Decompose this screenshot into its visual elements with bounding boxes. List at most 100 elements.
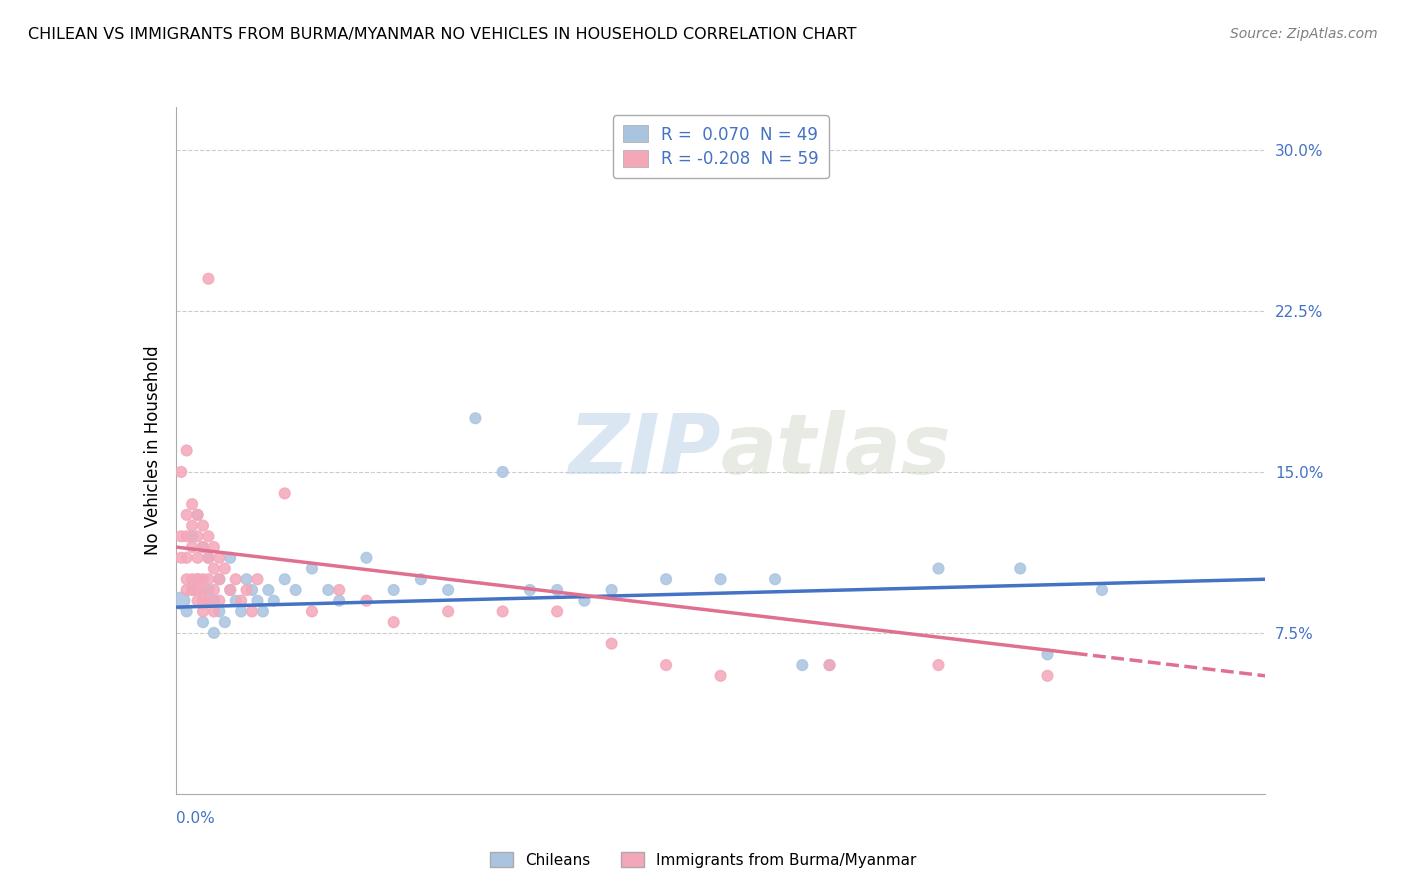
Point [546, 582, 568, 597]
Point [301, 561, 323, 575]
Point [1010, 561, 1032, 575]
Point [235, 582, 257, 597]
Point [181, 497, 204, 511]
Point [274, 572, 297, 586]
Point [1091, 582, 1114, 597]
Point [197, 550, 219, 565]
Point [170, 550, 193, 565]
Point [197, 593, 219, 607]
Point [176, 582, 198, 597]
Point [492, 465, 515, 479]
Point [219, 582, 242, 597]
Point [186, 550, 209, 565]
Y-axis label: No Vehicles in Household: No Vehicles in Household [143, 345, 162, 556]
Point [328, 582, 350, 597]
Point [1036, 648, 1059, 662]
Point [214, 561, 236, 575]
Point [600, 582, 623, 597]
Point [208, 572, 231, 586]
Point [574, 593, 596, 607]
Point [186, 593, 209, 607]
Point [818, 658, 841, 673]
Point [191, 604, 214, 618]
Text: atlas: atlas [721, 410, 952, 491]
Point [492, 604, 515, 618]
Point [191, 582, 214, 597]
Point [197, 529, 219, 543]
Point [186, 572, 209, 586]
Point [546, 604, 568, 618]
Point [197, 572, 219, 586]
Point [356, 550, 378, 565]
Point [356, 593, 378, 607]
Point [176, 508, 198, 522]
Point [792, 658, 814, 673]
Point [181, 540, 204, 554]
Point [181, 582, 204, 597]
Text: ZIP: ZIP [568, 410, 721, 491]
Point [655, 658, 678, 673]
Point [284, 582, 307, 597]
Point [246, 593, 269, 607]
Point [186, 508, 209, 522]
Point [208, 604, 231, 618]
Point [763, 572, 786, 586]
Point [202, 626, 225, 640]
Text: CHILEAN VS IMMIGRANTS FROM BURMA/MYANMAR NO VEHICLES IN HOUSEHOLD CORRELATION CH: CHILEAN VS IMMIGRANTS FROM BURMA/MYANMAR… [28, 27, 856, 42]
Point [240, 582, 263, 597]
Legend: R =  0.070  N = 49, R = -0.208  N = 59: R = 0.070 N = 49, R = -0.208 N = 59 [613, 115, 828, 178]
Point [197, 271, 219, 285]
Point [437, 582, 460, 597]
Point [409, 572, 432, 586]
Point [231, 593, 253, 607]
Point [219, 550, 242, 565]
Point [382, 615, 405, 630]
Point [225, 593, 247, 607]
Point [328, 593, 350, 607]
Point [170, 593, 193, 607]
Point [181, 518, 204, 533]
Point [382, 582, 405, 597]
Point [519, 582, 541, 597]
Point [257, 582, 280, 597]
Point [197, 582, 219, 597]
Point [176, 529, 198, 543]
Point [1036, 669, 1059, 683]
Point [202, 593, 225, 607]
Point [235, 572, 257, 586]
Point [219, 582, 242, 597]
Point [710, 572, 733, 586]
Point [318, 582, 340, 597]
Point [252, 604, 274, 618]
Point [928, 561, 950, 575]
Point [191, 593, 214, 607]
Point [600, 637, 623, 651]
Point [818, 658, 841, 673]
Legend: Chileans, Immigrants from Burma/Myanmar: Chileans, Immigrants from Burma/Myanmar [482, 844, 924, 875]
Point [197, 550, 219, 565]
Point [928, 658, 950, 673]
Point [176, 604, 198, 618]
Point [208, 572, 231, 586]
Point [437, 604, 460, 618]
Text: Source: ZipAtlas.com: Source: ZipAtlas.com [1230, 27, 1378, 41]
Point [170, 465, 193, 479]
Point [263, 593, 285, 607]
Point [176, 550, 198, 565]
Point [181, 572, 204, 586]
Point [186, 508, 209, 522]
Point [181, 529, 204, 543]
Point [214, 615, 236, 630]
Point [202, 540, 225, 554]
Point [191, 540, 214, 554]
Point [176, 572, 198, 586]
Point [202, 582, 225, 597]
Point [170, 529, 193, 543]
Point [202, 604, 225, 618]
Point [181, 582, 204, 597]
Point [202, 561, 225, 575]
Point [464, 411, 486, 425]
Point [301, 604, 323, 618]
Point [710, 669, 733, 683]
Point [191, 572, 214, 586]
